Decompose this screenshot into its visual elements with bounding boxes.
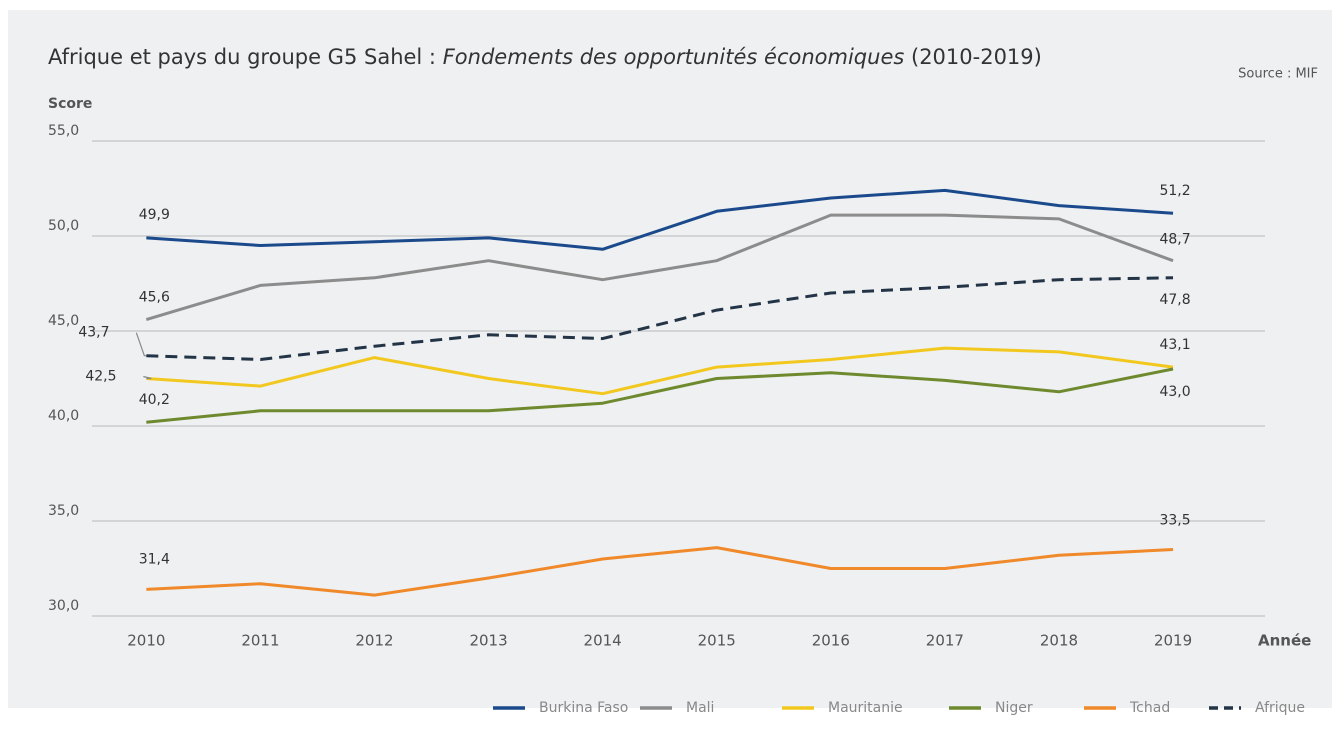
x-axis-label: Année — [1258, 632, 1311, 650]
x-tick-label: 2012 — [355, 632, 393, 650]
series-line — [146, 188, 1174, 251]
data-label: 31,4 — [139, 551, 170, 567]
x-tick-label: 2010 — [127, 632, 165, 650]
x-tick-label: 2015 — [698, 632, 736, 650]
data-label: 40,2 — [139, 392, 170, 408]
y-tick-label: 55,0 — [48, 123, 79, 139]
data-label: 49,9 — [139, 207, 170, 223]
data-label: 42,5 — [85, 369, 116, 385]
data-label: 43,1 — [1159, 337, 1190, 353]
data-label: 43,0 — [1159, 384, 1190, 400]
y-tick-label: 35,0 — [48, 503, 79, 519]
data-label: 45,6 — [139, 290, 170, 306]
y-axis-label: Score — [48, 96, 92, 112]
x-tick-label: 2013 — [469, 632, 507, 650]
series-line — [146, 367, 1174, 424]
x-tick-label: 2019 — [1154, 632, 1192, 650]
series-line — [146, 276, 1174, 361]
x-tick-label: 2018 — [1040, 632, 1078, 650]
x-tick-label: 2014 — [584, 632, 622, 650]
series-line — [145, 213, 1174, 322]
legend-label: Afrique — [1255, 700, 1305, 716]
legend-label: Tchad — [1129, 700, 1170, 716]
legend-label: Mali — [686, 700, 714, 716]
data-label: 43,7 — [78, 325, 109, 341]
y-tick-label: 40,0 — [48, 408, 79, 424]
data-label: 33,5 — [1159, 513, 1190, 529]
y-tick-label: 50,0 — [48, 218, 79, 234]
x-tick-label: 2011 — [241, 632, 279, 650]
series-line — [146, 546, 1174, 597]
y-tick-label: 30,0 — [48, 598, 79, 614]
data-label: 47,8 — [1159, 292, 1190, 308]
source: Source : MIF — [1238, 67, 1318, 82]
leader-line — [143, 375, 152, 380]
y-tick-label: 45,0 — [48, 313, 79, 329]
legend-label: Burkina Faso — [539, 700, 628, 716]
legend-label: Niger — [995, 700, 1033, 716]
x-tick-label: 2017 — [926, 632, 964, 650]
chart-title: Afrique et pays du groupe G5 Sahel : Fon… — [48, 45, 1042, 69]
series-line — [146, 346, 1174, 396]
data-label: 51,2 — [1159, 183, 1190, 199]
leader-line — [135, 332, 147, 357]
data-label: 48,7 — [1159, 232, 1190, 248]
legend-label: Mauritanie — [828, 700, 903, 716]
x-tick-label: 2016 — [812, 632, 850, 650]
